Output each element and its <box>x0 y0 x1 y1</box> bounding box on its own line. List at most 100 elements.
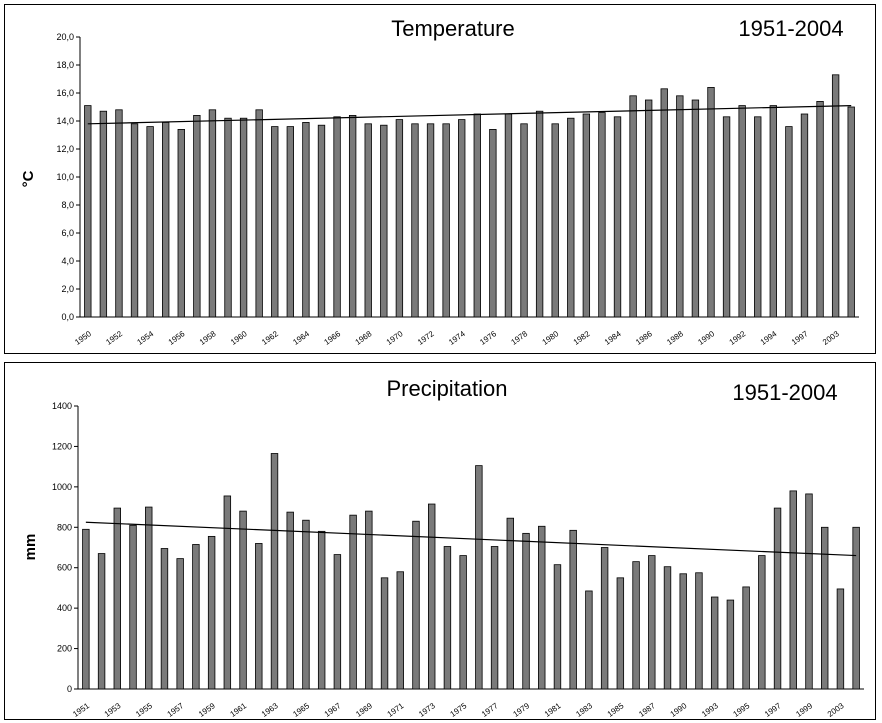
chart-period: 1951-2004 <box>732 380 837 405</box>
x-tick-label: 1983 <box>574 701 594 719</box>
bar <box>800 113 809 318</box>
x-tick-label: 1984 <box>603 329 623 347</box>
x-tick-label: 1958 <box>198 329 218 347</box>
bar <box>349 514 357 690</box>
bar <box>113 507 122 690</box>
bar <box>129 524 137 690</box>
bar <box>773 507 782 690</box>
bar <box>97 553 106 690</box>
bar <box>193 115 201 318</box>
x-tick-label: 1987 <box>637 701 657 719</box>
bar <box>522 532 530 690</box>
x-tick-label: 2003 <box>826 701 846 719</box>
temperature-chart: Temperature 1951-2004 °C 0,0 2,0 4,0 6,0 8,0… <box>20 16 859 347</box>
y-tick-label: 1400 <box>52 401 72 411</box>
precipitation-chart-panel: Precipitation 1951-2004 mm 0 200 400 600 800… <box>4 362 876 720</box>
x-tick-label: 1970 <box>385 329 405 347</box>
bar <box>805 493 813 690</box>
bar <box>396 571 404 690</box>
bar <box>836 588 845 690</box>
chart-period: 1951-2004 <box>738 16 843 41</box>
bar <box>820 526 829 690</box>
trend-line <box>87 105 852 125</box>
bar <box>270 453 279 690</box>
x-tick-label: 1981 <box>543 701 563 719</box>
x-tick-label: 1967 <box>323 701 343 719</box>
x-tick-label: 1969 <box>354 701 374 719</box>
bar <box>754 116 762 318</box>
x-tick-label: 1953 <box>103 701 123 719</box>
bar <box>582 113 591 318</box>
x-tick-label: 1972 <box>416 329 436 347</box>
bar <box>286 511 294 690</box>
bar <box>395 119 404 318</box>
bar <box>695 572 703 690</box>
y-tick-label: 8,0 <box>61 200 74 210</box>
bar <box>789 490 797 690</box>
bar <box>255 543 263 690</box>
y-tick-label: 0 <box>67 684 72 694</box>
x-tick-label: 1973 <box>417 701 437 719</box>
bar <box>600 547 609 690</box>
x-tick-label: 1959 <box>197 701 217 719</box>
bar <box>616 577 625 690</box>
temperature-chart-panel: Temperature 1951-2004 °C 0,0 2,0 4,0 6,0 8,0… <box>4 4 876 354</box>
y-tick-label: 12,0 <box>56 144 74 154</box>
bar <box>598 112 606 318</box>
bar <box>302 519 310 690</box>
bar <box>473 113 481 318</box>
bar <box>489 129 497 318</box>
bar <box>553 564 562 690</box>
x-tick-label: 1950 <box>73 329 93 347</box>
x-tick-label: 1986 <box>634 329 654 347</box>
chart-title: Precipitation <box>386 376 507 401</box>
y-tick-label: 1200 <box>52 441 72 451</box>
bar <box>333 116 341 318</box>
bar <box>380 577 389 690</box>
bar <box>475 465 483 690</box>
bar <box>490 546 499 690</box>
precipitation-chart: Precipitation 1951-2004 mm 0 200 400 600 800… <box>22 376 864 719</box>
bar <box>365 510 373 690</box>
x-tick-label: 1992 <box>728 329 748 347</box>
x-tick-label: 1954 <box>136 329 156 347</box>
x-tick-label: 1952 <box>104 329 124 347</box>
x-tick-label: 1985 <box>606 701 626 719</box>
x-tick-label: 1980 <box>541 329 561 347</box>
bar <box>459 555 467 690</box>
bar <box>847 106 855 318</box>
y-tick-label: 4,0 <box>61 256 74 266</box>
x-tick-label: 1979 <box>511 701 531 719</box>
x-tick-label: 1997 <box>790 329 810 347</box>
x-tick-label: 1975 <box>449 701 469 719</box>
y-tick-label: 1000 <box>52 482 72 492</box>
bar <box>160 548 169 690</box>
y-tick-label: 18,0 <box>56 60 74 70</box>
bar <box>442 123 450 318</box>
bar <box>738 105 746 318</box>
bar <box>333 554 342 690</box>
bar <box>551 123 559 318</box>
x-tick-label: 1990 <box>696 329 716 347</box>
bar <box>412 520 420 690</box>
bar <box>208 109 217 318</box>
bar <box>785 126 793 318</box>
bar <box>145 506 153 690</box>
bar <box>769 105 777 318</box>
bar <box>676 95 684 318</box>
bar <box>192 544 200 690</box>
bar <box>710 596 719 690</box>
bar <box>613 116 622 318</box>
bar <box>852 526 860 690</box>
x-tick-label: 1971 <box>386 701 406 719</box>
bar <box>239 117 248 318</box>
bar <box>115 109 123 318</box>
bar <box>726 599 735 690</box>
x-tick-label: 1988 <box>665 329 685 347</box>
bar <box>504 113 513 318</box>
bar <box>176 558 184 690</box>
bar <box>286 126 295 318</box>
bar <box>302 122 310 318</box>
bar <box>130 123 139 318</box>
x-tick-label: 1968 <box>354 329 374 347</box>
